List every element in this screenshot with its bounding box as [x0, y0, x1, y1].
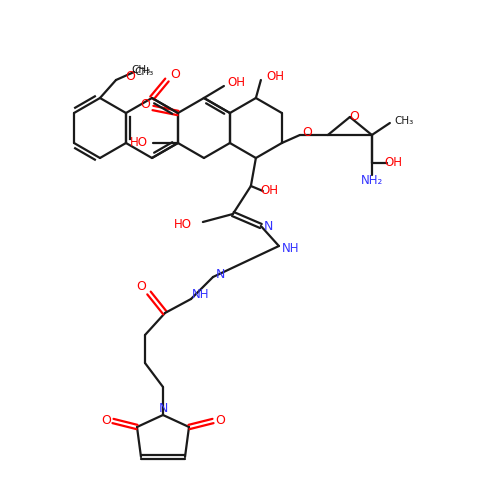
Text: NH₂: NH₂	[360, 174, 383, 188]
Text: O: O	[125, 70, 135, 82]
Text: O: O	[170, 68, 180, 80]
Text: N: N	[264, 220, 274, 232]
Text: CH₃: CH₃	[132, 65, 150, 75]
Text: O: O	[302, 126, 312, 140]
Text: HO: HO	[174, 218, 192, 230]
Text: O: O	[136, 280, 146, 293]
Text: O: O	[215, 414, 225, 426]
Text: CH₃: CH₃	[394, 116, 413, 126]
Text: HO: HO	[130, 136, 148, 149]
Text: OH: OH	[266, 70, 284, 84]
Text: N: N	[216, 268, 224, 281]
Text: CH₃: CH₃	[134, 67, 154, 77]
Text: OH: OH	[260, 184, 278, 198]
Text: N: N	[158, 402, 168, 414]
Text: OH: OH	[385, 156, 403, 170]
Text: NH: NH	[192, 288, 210, 302]
Text: O: O	[101, 414, 111, 426]
Text: O: O	[349, 110, 359, 124]
Text: NH: NH	[282, 242, 300, 256]
Text: OH: OH	[227, 76, 245, 90]
Text: O: O	[140, 98, 150, 110]
